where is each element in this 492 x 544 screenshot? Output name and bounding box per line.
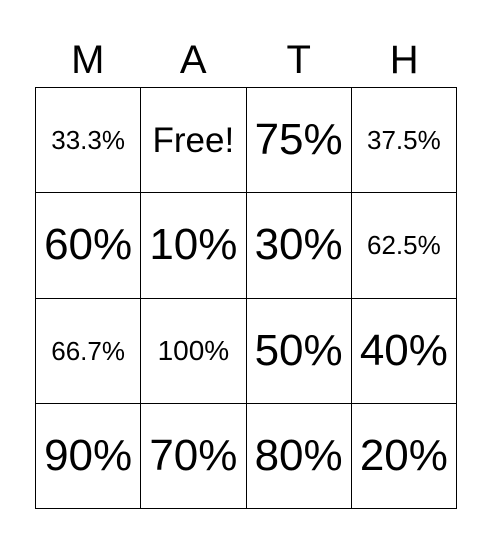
bingo-grid: 33.3% Free! 75% 37.5% 60% 10% 30% 62.5% … [35,87,457,509]
bingo-cell-r4-c2[interactable]: 70% [141,403,247,509]
bingo-header: M A T H [35,34,457,86]
header-letter-a: A [179,38,207,82]
bingo-cell-r3-c2[interactable]: 100% [141,298,247,404]
bingo-cell-r3-c1[interactable]: 66.7% [36,298,142,404]
bingo-cell-r3-c3[interactable]: 50% [246,298,352,404]
bingo-cell-r2-c1[interactable]: 60% [36,193,142,299]
bingo-cell-r4-c4[interactable]: 20% [351,403,457,509]
bingo-cell-r4-c1[interactable]: 90% [36,403,142,509]
bingo-cell-free[interactable]: Free! [141,88,247,194]
header-letter-m: M [71,38,105,82]
bingo-cell-r2-c4[interactable]: 62.5% [351,193,457,299]
bingo-cell-r1-c4[interactable]: 37.5% [351,88,457,194]
bingo-cell-r2-c3[interactable]: 30% [246,193,352,299]
bingo-cell-r1-c3[interactable]: 75% [246,88,352,194]
bingo-cell-r4-c3[interactable]: 80% [246,403,352,509]
header-letter-t: T [286,38,311,82]
bingo-cell-r3-c4[interactable]: 40% [351,298,457,404]
header-letter-h: H [389,38,419,82]
bingo-cell-r1-c1[interactable]: 33.3% [36,88,142,194]
bingo-cell-r2-c2[interactable]: 10% [141,193,247,299]
